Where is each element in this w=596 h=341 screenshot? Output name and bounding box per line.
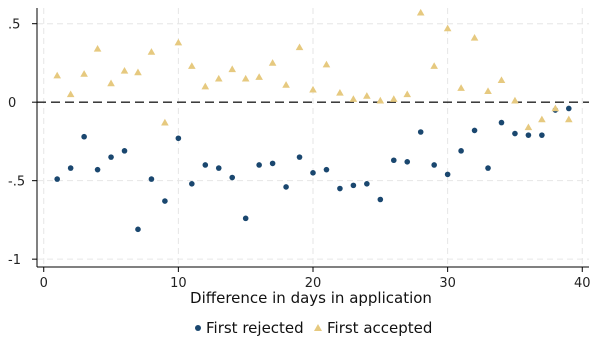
point-first-rejected bbox=[364, 181, 370, 187]
point-first-accepted bbox=[282, 81, 290, 88]
point-first-accepted bbox=[120, 66, 129, 74]
x-tick-label: 30 bbox=[439, 276, 456, 291]
point-first-accepted bbox=[66, 90, 75, 98]
point-first-rejected bbox=[215, 165, 222, 171]
point-first-rejected bbox=[283, 184, 289, 190]
point-first-rejected bbox=[94, 166, 101, 173]
legend-label-first-accepted: First accepted bbox=[327, 319, 432, 337]
x-tick-label: 0 bbox=[40, 276, 48, 291]
point-first-accepted bbox=[80, 70, 88, 77]
point-first-accepted bbox=[389, 95, 398, 102]
point-first-accepted bbox=[538, 115, 546, 123]
point-first-rejected bbox=[54, 176, 60, 182]
point-first-rejected bbox=[566, 105, 572, 112]
point-first-accepted bbox=[430, 62, 438, 69]
legend-marker-first-accepted bbox=[314, 324, 322, 331]
point-first-rejected bbox=[498, 119, 505, 126]
legend-label-first-rejected: First rejected bbox=[206, 319, 304, 337]
point-first-accepted bbox=[174, 38, 183, 46]
point-first-rejected bbox=[431, 162, 437, 168]
y-tick-labels: .5 0 -.5 -1 bbox=[8, 18, 25, 268]
point-first-rejected bbox=[417, 129, 424, 135]
point-first-accepted bbox=[524, 123, 533, 131]
point-first-rejected bbox=[444, 171, 451, 178]
point-first-rejected bbox=[525, 132, 532, 138]
point-first-rejected bbox=[202, 162, 209, 168]
x-tick-label: 10 bbox=[170, 276, 187, 291]
point-first-accepted bbox=[228, 65, 237, 73]
point-first-rejected bbox=[148, 176, 155, 182]
point-first-rejected bbox=[242, 215, 249, 222]
point-first-accepted bbox=[349, 95, 358, 102]
point-first-accepted bbox=[53, 71, 61, 79]
y-tick-label: 0 bbox=[8, 96, 16, 111]
point-first-accepted bbox=[241, 74, 250, 82]
point-first-rejected bbox=[175, 135, 182, 142]
point-first-rejected bbox=[269, 160, 276, 167]
point-first-rejected bbox=[296, 154, 303, 160]
point-first-accepted bbox=[161, 118, 169, 126]
point-first-rejected bbox=[323, 166, 330, 173]
point-first-rejected bbox=[189, 181, 195, 187]
point-first-accepted bbox=[134, 68, 142, 76]
point-first-rejected bbox=[256, 162, 262, 168]
axes bbox=[32, 8, 589, 272]
point-first-accepted bbox=[497, 76, 506, 84]
point-first-accepted bbox=[363, 92, 371, 99]
point-first-accepted bbox=[93, 45, 102, 52]
point-first-rejected bbox=[377, 196, 384, 203]
point-first-rejected bbox=[539, 132, 545, 138]
grid-lines bbox=[37, 8, 589, 267]
point-first-rejected bbox=[337, 185, 343, 192]
point-first-rejected bbox=[229, 174, 236, 181]
point-first-accepted bbox=[551, 104, 560, 112]
point-first-accepted bbox=[295, 43, 304, 51]
point-first-rejected bbox=[350, 182, 357, 189]
x-tick-labels: 0 10 20 30 40 bbox=[40, 276, 591, 291]
point-first-rejected bbox=[471, 127, 478, 134]
legend: First rejected First accepted bbox=[195, 319, 432, 337]
point-first-rejected bbox=[310, 170, 316, 176]
point-first-rejected bbox=[108, 154, 114, 160]
point-first-rejected bbox=[404, 159, 411, 165]
x-tick-label: 40 bbox=[574, 276, 591, 291]
point-first-rejected bbox=[485, 165, 491, 171]
point-first-accepted bbox=[457, 84, 465, 91]
point-first-accepted bbox=[107, 79, 115, 87]
point-first-accepted bbox=[470, 34, 479, 41]
y-tick-label: -.5 bbox=[8, 175, 25, 190]
point-first-accepted bbox=[268, 59, 277, 66]
point-first-rejected bbox=[458, 148, 464, 154]
point-first-accepted bbox=[255, 73, 263, 80]
point-first-accepted bbox=[484, 87, 492, 95]
point-first-accepted bbox=[443, 24, 452, 32]
point-first-accepted bbox=[214, 74, 223, 82]
point-first-rejected bbox=[81, 133, 87, 140]
point-first-accepted bbox=[147, 48, 156, 55]
legend-marker-first-rejected bbox=[195, 325, 201, 331]
point-first-accepted bbox=[336, 88, 344, 96]
point-first-accepted bbox=[565, 115, 573, 123]
point-first-accepted bbox=[511, 96, 519, 104]
point-first-accepted bbox=[416, 8, 425, 16]
data-points bbox=[53, 8, 573, 233]
x-axis-title: Difference in days in application bbox=[190, 289, 432, 307]
y-tick-label: -1 bbox=[8, 253, 21, 268]
point-first-accepted bbox=[188, 62, 196, 69]
point-first-rejected bbox=[135, 226, 141, 233]
point-first-accepted bbox=[322, 60, 331, 68]
point-first-rejected bbox=[390, 157, 397, 164]
x-tick-label: 20 bbox=[305, 276, 322, 291]
y-tick-label: .5 bbox=[8, 18, 20, 33]
point-first-accepted bbox=[376, 96, 385, 104]
point-first-rejected bbox=[67, 165, 74, 171]
point-first-accepted bbox=[309, 85, 317, 93]
point-first-accepted bbox=[201, 82, 210, 90]
point-first-rejected bbox=[512, 130, 518, 137]
point-first-rejected bbox=[162, 198, 168, 204]
point-first-rejected bbox=[121, 148, 128, 154]
point-first-accepted bbox=[403, 90, 412, 98]
